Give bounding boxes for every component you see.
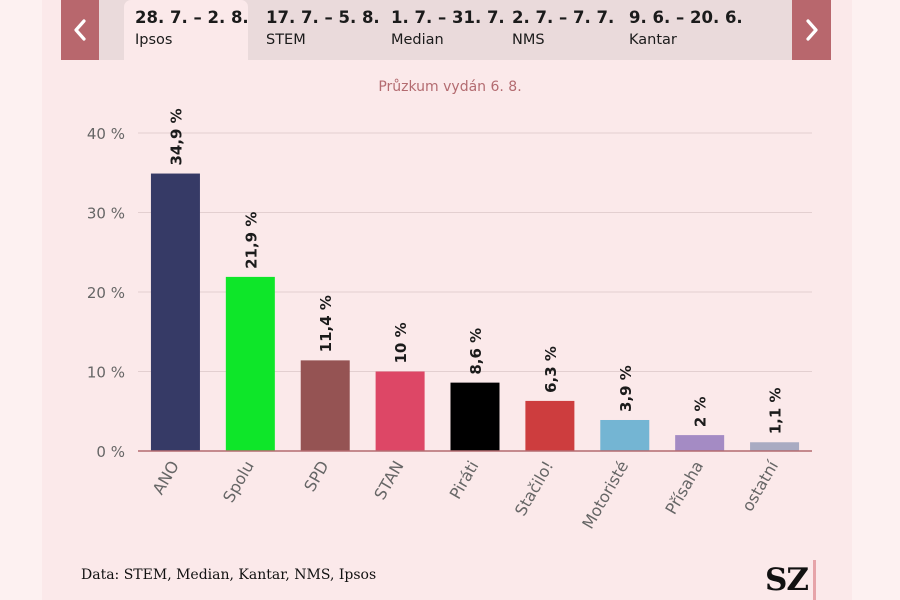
tab-ipsos[interactable]: 28. 7. – 2. 8. Ipsos (124, 0, 249, 60)
tab-agency: Median (391, 32, 444, 48)
tab-date: 2. 7. – 7. 7. (512, 8, 615, 27)
bar (675, 435, 725, 451)
tab-agency: STEM (266, 32, 306, 48)
y-tick-label: 10 % (87, 364, 125, 382)
data-label: 3,9 % (617, 365, 635, 412)
tab-median[interactable]: 1. 7. – 31. 7. Median (383, 0, 505, 60)
tab-date: 17. 7. – 5. 8. (266, 8, 380, 27)
data-label: 6,3 % (542, 346, 560, 393)
data-label: 10 % (392, 322, 410, 363)
y-tick-label: 40 % (87, 125, 125, 143)
y-tick-label: 30 % (87, 205, 125, 223)
sz-logo: SZ (765, 560, 817, 600)
poll-published-date: Průzkum vydán 6. 8. (378, 79, 522, 95)
tab-date: 9. 6. – 20. 6. (629, 8, 743, 27)
bar (600, 419, 650, 451)
chevron-right-icon (805, 19, 818, 41)
tab-agency: NMS (512, 32, 545, 48)
logo-text: SZ (765, 562, 809, 598)
x-tick-label: Spolu (219, 458, 258, 506)
data-source-note: Data: STEM, Median, Kantar, NMS, Ipsos (81, 567, 377, 583)
tab-kantar[interactable]: 9. 6. – 20. 6. Kantar (621, 0, 746, 60)
x-tick-label: ostatní (738, 457, 782, 515)
bar (150, 173, 200, 452)
bar (750, 442, 800, 451)
previous-poll-button[interactable] (61, 0, 99, 60)
bar (525, 400, 575, 451)
y-tick-label: 20 % (87, 284, 125, 302)
tab-nms[interactable]: 2. 7. – 7. 7. NMS (504, 0, 614, 60)
bar (300, 360, 350, 451)
bar (375, 371, 425, 451)
data-label: 21,9 % (242, 212, 260, 269)
next-poll-button[interactable] (792, 0, 831, 60)
bar (450, 382, 500, 451)
data-label: 11,4 % (317, 295, 335, 352)
logo-accent-bar (813, 560, 817, 600)
x-tick-label: STAN (370, 458, 407, 504)
tab-agency: Kantar (629, 32, 677, 48)
x-tick-label: SPD (300, 458, 333, 495)
bar (225, 276, 275, 451)
data-label: 34,9 % (167, 108, 185, 165)
data-label: 2 % (692, 396, 710, 427)
x-tick-label: Stačilo! (511, 458, 558, 520)
data-label: 8,6 % (467, 328, 485, 375)
x-tick-label: Piráti (446, 458, 483, 503)
x-tick-label: Motoristé (578, 458, 632, 533)
chevron-left-icon (74, 19, 86, 41)
data-label: 1,1 % (767, 387, 785, 434)
tab-agency: Ipsos (135, 32, 173, 48)
tab-stem[interactable]: 17. 7. – 5. 8. STEM (258, 0, 380, 60)
tab-date: 1. 7. – 31. 7. (391, 8, 505, 27)
x-tick-label: ANO (149, 458, 183, 498)
y-tick-label: 0 % (96, 443, 125, 461)
x-tick-label: Přísaha (661, 458, 707, 518)
tab-date: 28. 7. – 2. 8. (135, 8, 249, 27)
